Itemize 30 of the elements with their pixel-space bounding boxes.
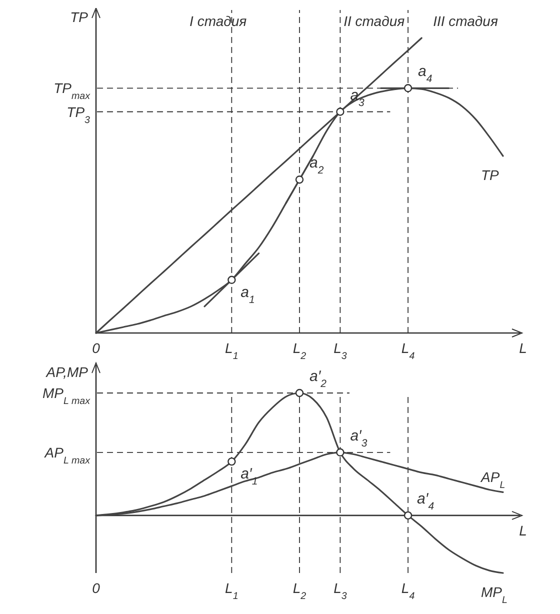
x-tick-label: 0 [92, 340, 100, 356]
x-tick-label: L$_{4}$ [401, 580, 416, 602]
annotation: a$_{2}$ [310, 154, 324, 177]
series-label: TP [481, 167, 500, 183]
x-axis-title: L [519, 340, 527, 356]
ref-line-label: TP$_{max}$ [54, 80, 92, 102]
x-tick-label: L$_{1}$ [225, 340, 238, 362]
text: I стадия [190, 13, 248, 29]
x-tick-label: L$_{2}$ [292, 340, 307, 362]
annotation: a′$_{3}$ [350, 427, 368, 450]
series-label: MP$_{L}$ [481, 584, 508, 606]
x-tick-label: L$_{4}$ [401, 340, 416, 362]
text: II стадия [344, 13, 406, 29]
text: III стадия [433, 13, 498, 29]
x-tick-label: L$_{2}$ [292, 580, 307, 602]
y-axis-title: TP [70, 9, 89, 25]
ref-line-label: AP$_{L max}$ [44, 444, 92, 466]
annotation: a′$_{4}$ [417, 490, 434, 512]
x-tick-label: 0 [92, 580, 100, 596]
annotation: a$_{4}$ [418, 63, 432, 86]
ref-line-label: MP$_{L max}$ [42, 385, 92, 406]
ref-line-label: TP$_{3}$ [66, 104, 91, 126]
x-tick-label: L$_{3}$ [334, 340, 348, 362]
x-axis-title: L [519, 522, 527, 538]
x-tick-label: L$_{1}$ [225, 580, 238, 602]
series-label: AP$_{L}$ [480, 469, 506, 491]
annotation: a′$_{2}$ [310, 368, 327, 390]
x-tick-label: L$_{3}$ [334, 580, 348, 602]
y-axis-title: AP,MP [45, 364, 89, 380]
annotation: a$_{1}$ [240, 284, 255, 306]
